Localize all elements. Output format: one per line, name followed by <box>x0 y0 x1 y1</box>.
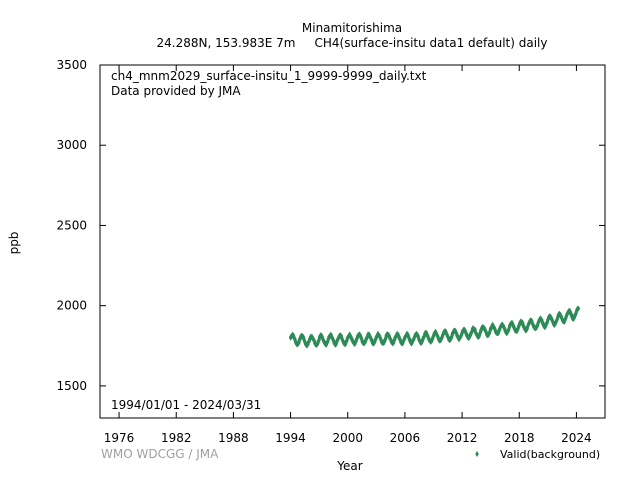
x-tick-label: 1982 <box>161 431 192 445</box>
y-tick-label: 2500 <box>56 218 87 232</box>
x-tick-label: 2012 <box>447 431 478 445</box>
x-axis-label: Year <box>336 459 362 473</box>
y-tick-label: 3500 <box>56 58 87 72</box>
x-tick-label: 2018 <box>504 431 535 445</box>
y-tick-label: 2000 <box>56 299 87 313</box>
period-label: 1994/01/01 - 2024/03/31 <box>111 398 261 412</box>
x-tick-label: 2024 <box>561 431 592 445</box>
chart-subtitle: 24.288N, 153.983E 7m CH4(surface-insitu … <box>157 36 548 50</box>
x-tick-label: 2000 <box>332 431 363 445</box>
data-point <box>568 309 573 316</box>
y-axis: 1500 2000 2500 3000 3500 <box>56 58 605 393</box>
legend: Valid(background) <box>475 448 600 461</box>
y-tick-label: 3000 <box>56 138 87 152</box>
x-tick-label: 1988 <box>218 431 249 445</box>
plot-frame <box>99 64 606 419</box>
x-tick-label: 1994 <box>275 431 306 445</box>
legend-label: Valid(background) <box>500 448 600 461</box>
credit-label: WMO WDCGG / JMA <box>101 447 219 461</box>
file-label: ch4_mnm2029_surface-insitu_1_9999-9999_d… <box>111 69 427 83</box>
y-axis-label: ppb <box>7 232 21 255</box>
legend-marker <box>475 451 479 457</box>
provider-label: Data provided by JMA <box>111 84 241 98</box>
x-tick-label: 1976 <box>104 431 135 445</box>
y-tick-label: 1500 <box>56 379 87 393</box>
data-points <box>288 305 581 349</box>
x-axis: 1976 1982 1988 1994 2000 2006 2012 2018 2024 <box>104 65 592 445</box>
data-point <box>576 305 581 312</box>
chart-title: Minamitorishima <box>302 21 402 35</box>
x-tick-label: 2006 <box>390 431 421 445</box>
